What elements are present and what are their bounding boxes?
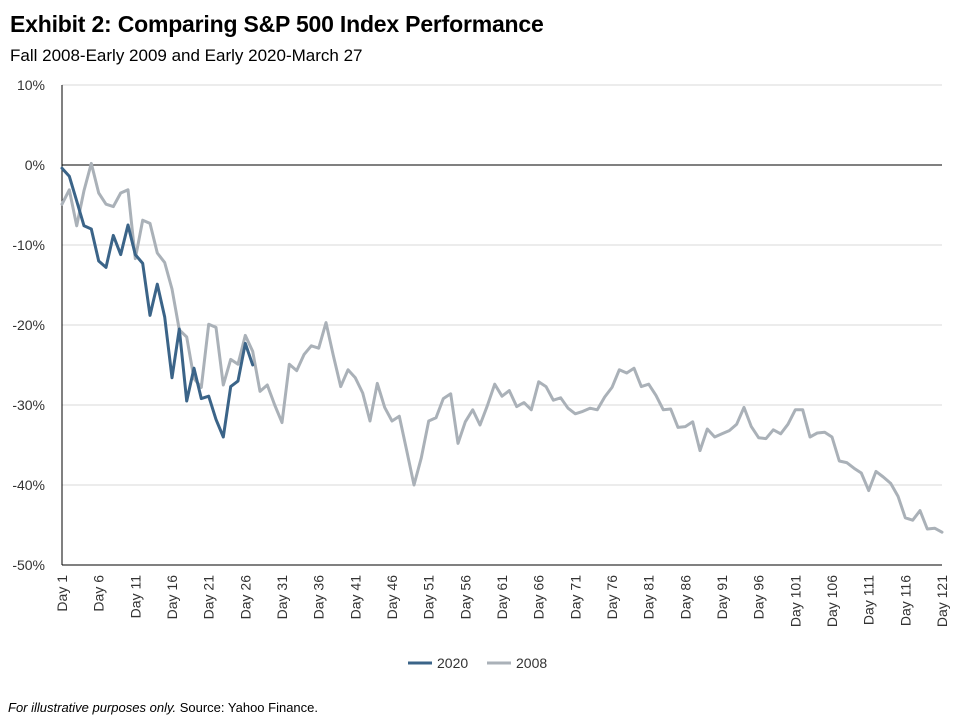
x-tick-label: Day 106 (824, 575, 840, 627)
x-tick-label: Day 16 (164, 575, 180, 620)
series-lines (60, 161, 944, 534)
x-tick-label: Day 91 (714, 575, 730, 620)
x-tick-label: Day 46 (384, 575, 400, 620)
x-axis-ticks: Day 1 Day 6 Day 11 Day 16 Day 21 Day 26 Day 31… (54, 575, 950, 627)
x-tick-label: Day 26 (237, 575, 253, 620)
x-tick-label: Day 101 (787, 575, 803, 627)
legend-label-2020: 2020 (437, 655, 468, 671)
footnote: For illustrative purposes only. Source: … (8, 700, 318, 715)
x-tick-label: Day 81 (641, 575, 657, 620)
footnote-source: Source: Yahoo Finance. (176, 700, 318, 715)
x-tick-label: Day 71 (567, 575, 583, 620)
legend: 2020 2008 (408, 655, 547, 671)
y-tick-label: 0% (25, 157, 45, 173)
x-tick-label: Day 56 (457, 575, 473, 620)
y-tick-label: -20% (12, 317, 45, 333)
axes (61, 85, 942, 566)
x-tick-label: Day 66 (531, 575, 547, 620)
y-axis-ticks: 10% 0% -10% -20% -30% -40% -50% (12, 77, 45, 573)
y-tick-label: -30% (12, 397, 45, 413)
x-tick-label: Day 76 (604, 575, 620, 620)
x-tick-label: Day 96 (751, 575, 767, 620)
x-tick-label: Day 86 (677, 575, 693, 620)
x-tick-label: Day 41 (347, 575, 363, 620)
x-tick-label: Day 111 (861, 575, 877, 625)
gridlines (62, 84, 942, 486)
series-line-2008 (60, 161, 944, 534)
series-line-2020 (60, 166, 255, 439)
x-tick-label: Day 61 (494, 575, 510, 620)
y-tick-label: -10% (12, 237, 45, 253)
x-tick-label: Day 36 (311, 575, 327, 620)
legend-label-2008: 2008 (516, 655, 547, 671)
x-tick-label: Day 31 (274, 575, 290, 620)
y-tick-label: -50% (12, 557, 45, 573)
x-tick-label: Day 1 (54, 575, 70, 612)
footnote-disclaimer: For illustrative purposes only. (8, 700, 177, 715)
y-tick-label: 10% (17, 77, 45, 93)
x-tick-label: Day 21 (201, 575, 217, 620)
x-tick-label: Day 11 (127, 575, 143, 619)
x-tick-label: Day 51 (421, 575, 437, 620)
chart-subtitle: Fall 2008-Early 2009 and Early 2020-Marc… (10, 46, 363, 65)
chart-title: Exhibit 2: Comparing S&P 500 Index Perfo… (10, 11, 544, 37)
x-tick-label: Day 6 (91, 575, 107, 612)
x-tick-label: Day 121 (934, 575, 950, 627)
x-tick-label: Day 116 (897, 575, 913, 626)
y-tick-label: -40% (12, 477, 45, 493)
